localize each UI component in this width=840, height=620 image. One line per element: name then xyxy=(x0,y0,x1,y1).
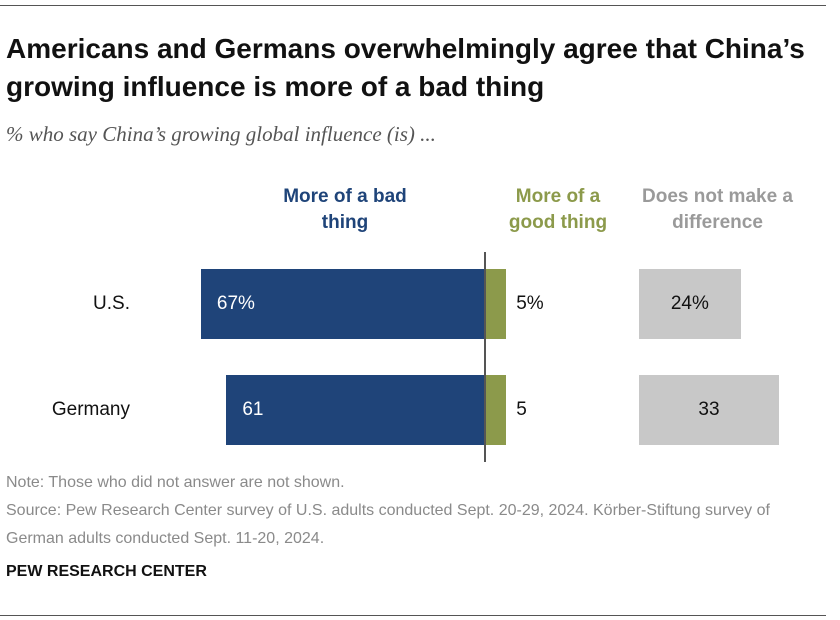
value-label: 5 xyxy=(516,399,527,420)
bar xyxy=(485,375,507,445)
top-rule xyxy=(0,5,826,6)
category-label: U.S. xyxy=(93,293,130,314)
category-label: Germany xyxy=(51,399,130,420)
value-label: 24% xyxy=(670,293,709,314)
chart-title: Americans and Germans overwhelmingly agr… xyxy=(6,33,805,102)
legend-label: Does not make a difference xyxy=(642,186,793,233)
value-label: 33 xyxy=(698,399,720,420)
value-label: 67% xyxy=(216,293,255,314)
value-label: 61 xyxy=(242,399,264,420)
zero-line xyxy=(484,252,486,462)
note: Note: Those who did not answer are not s… xyxy=(6,474,345,491)
value-label: 5% xyxy=(516,293,544,314)
bottom-rule xyxy=(0,615,826,616)
chart-subtitle: % who say China’s growing global influen… xyxy=(6,122,436,146)
legend-label: More of a bad thing xyxy=(283,186,407,233)
bar xyxy=(485,269,507,339)
source: Source: Pew Research Center survey of U.… xyxy=(6,502,770,547)
bar xyxy=(200,269,485,339)
credit: PEW RESEARCH CENTER xyxy=(6,563,207,580)
bar xyxy=(639,269,741,339)
legend-label: More of a good thing xyxy=(508,186,608,233)
bar xyxy=(226,375,485,445)
bar xyxy=(639,375,779,445)
